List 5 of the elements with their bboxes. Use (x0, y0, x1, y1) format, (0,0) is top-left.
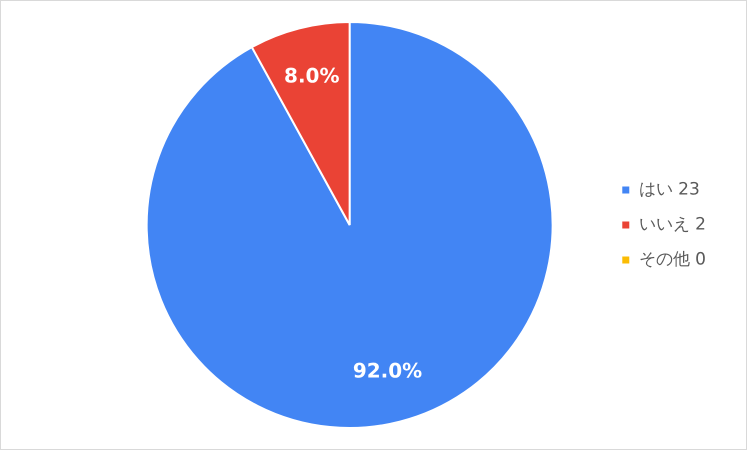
data-label: 8.0% (284, 64, 340, 88)
legend-label: いいえ 2 (638, 214, 706, 234)
data-label: 92.0% (352, 358, 422, 383)
legend-label: はい 23 (638, 179, 700, 200)
legend-label: その他 0 (638, 249, 706, 270)
